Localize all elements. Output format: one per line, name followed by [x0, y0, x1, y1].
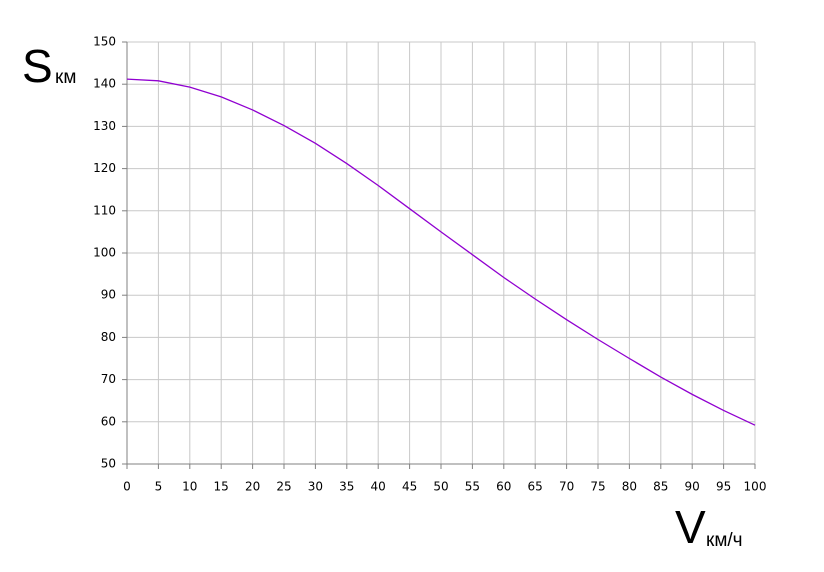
x-tick-label: 10 — [182, 480, 197, 494]
x-tick-label: 85 — [653, 480, 668, 494]
x-tick-label: 95 — [716, 480, 731, 494]
x-tick-label: 0 — [123, 480, 131, 494]
y-tick-label: 130 — [93, 119, 116, 133]
x-axis-unit: км/ч — [706, 530, 743, 551]
x-tick-label: 75 — [590, 480, 605, 494]
y-tick-label: 120 — [93, 161, 116, 175]
x-tick-label: 35 — [339, 480, 354, 494]
x-tick-label: 60 — [496, 480, 511, 494]
x-tick-label: 30 — [308, 480, 323, 494]
x-tick-label: 55 — [465, 480, 480, 494]
y-tick-label: 140 — [93, 77, 116, 91]
x-tick-label: 5 — [155, 480, 163, 494]
y-tick-label: 50 — [101, 457, 116, 471]
y-tick-label: 110 — [93, 203, 116, 217]
y-tick-label: 60 — [101, 414, 116, 428]
x-tick-label: 40 — [371, 480, 386, 494]
x-tick-label: 15 — [214, 480, 229, 494]
x-tick-label: 50 — [433, 480, 448, 494]
x-tick-label: 20 — [245, 480, 260, 494]
x-axis-label: V — [675, 501, 706, 553]
y-tick-label: 100 — [93, 246, 116, 260]
y-axis-label: S — [22, 40, 53, 92]
x-tick-label: 100 — [744, 480, 767, 494]
x-tick-label: 70 — [559, 480, 574, 494]
y-tick-label: 80 — [101, 330, 116, 344]
x-tick-label: 45 — [402, 480, 417, 494]
x-tick-label: 90 — [685, 480, 700, 494]
y-axis-unit: км — [55, 67, 76, 88]
y-tick-label: 90 — [101, 288, 116, 302]
x-tick-label: 80 — [622, 480, 637, 494]
y-tick-label: 70 — [101, 372, 116, 386]
line-series — [126, 78, 756, 426]
x-tick-label: 65 — [528, 480, 543, 494]
x-tick-label: 25 — [276, 480, 291, 494]
y-tick-label: 150 — [93, 35, 116, 49]
